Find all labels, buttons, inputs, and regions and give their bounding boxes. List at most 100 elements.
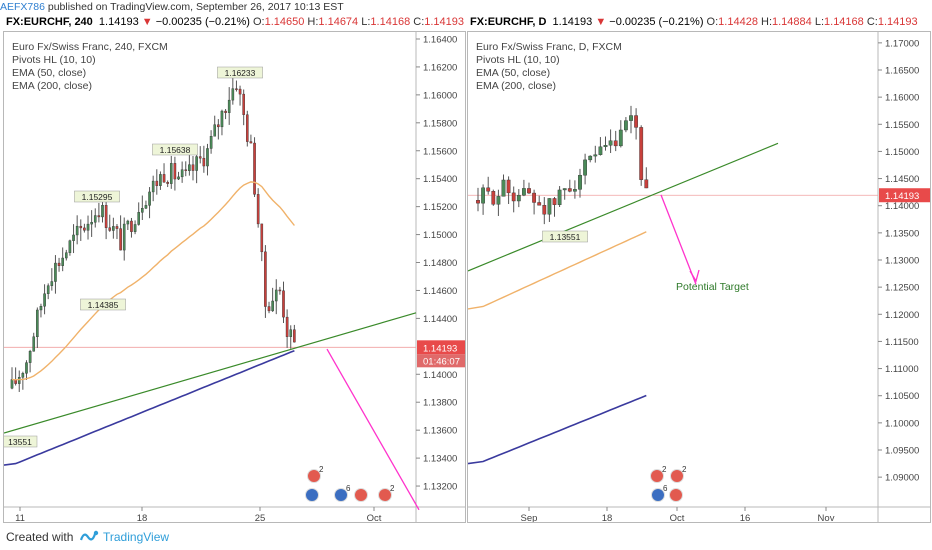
y-tick-label: 1.13600 [423, 426, 457, 437]
calendar-event-icon [378, 488, 392, 502]
close-label: C: [413, 16, 425, 28]
candle-down [282, 290, 285, 318]
right-high: 1.14884 [772, 16, 812, 28]
legend-ema200: EMA (200, close) [476, 80, 556, 92]
left-change: −0.00235 (−0.21%) [155, 16, 250, 28]
y-tick-label: 1.14500 [885, 174, 919, 185]
y-tick-label: 1.13400 [423, 454, 457, 465]
candle-down [613, 140, 618, 147]
candle-up [137, 212, 141, 225]
candle-up [46, 285, 50, 294]
countdown-label: 01:46:07 [423, 356, 460, 367]
tradingview-brand[interactable]: TradingView [103, 530, 170, 544]
candle-down [278, 289, 282, 292]
trend-line [4, 312, 417, 434]
y-tick-label: 1.16000 [885, 93, 919, 104]
left-close: 1.14193 [424, 16, 465, 28]
left-symbol[interactable]: FX:EURCHF, 240 [6, 16, 93, 28]
x-tick-label: 16 [740, 513, 751, 522]
candle-down [83, 227, 86, 231]
candle-up [17, 377, 21, 384]
event-count: 6 [663, 484, 668, 493]
candle-down [253, 142, 256, 195]
candle-down [184, 169, 188, 171]
candle-down [285, 316, 289, 337]
candle-down [166, 182, 169, 184]
x-tick-label: 18 [137, 513, 148, 522]
candle-up [122, 223, 126, 251]
candle-up [10, 379, 14, 389]
candle-down [104, 205, 108, 228]
open-label: O: [252, 16, 265, 28]
candle-up [220, 110, 224, 128]
target-arrowhead [689, 269, 700, 283]
candle-up [112, 226, 115, 231]
candle-down [256, 194, 260, 225]
x-tick-label: Nov [818, 513, 835, 522]
author-link[interactable]: AEFX786 [0, 1, 45, 13]
chart-panel-4h[interactable]: 1.16400 1.16200 1.16000 1.15800 1.15600 1.154… [3, 31, 466, 523]
candle-up [151, 180, 155, 193]
calendar-event-icon [650, 469, 664, 483]
candle-up [144, 205, 148, 209]
publish-info: published on TradingView.com, September … [47, 1, 344, 13]
right-symbol[interactable]: FX:EURCHF, D [470, 16, 547, 28]
candle-down [293, 329, 296, 343]
y-tick-label: 1.16500 [885, 66, 919, 77]
candle-down [115, 226, 119, 229]
last-price-label: 1.14193 [423, 343, 457, 354]
candle-down [267, 306, 271, 312]
legend-4h: Euro Fx/Swiss Franc, 240, FXCM Pivots HL… [12, 41, 168, 93]
pivot-label: 1.13551 [550, 232, 581, 242]
x-tick-label: 25 [255, 513, 266, 522]
legend-pivots: Pivots HL (10, 10) [12, 54, 96, 66]
chart-panel-daily[interactable]: 1.17000 1.16500 1.16000 1.15500 1.15000 1.145… [467, 31, 931, 523]
last-price-badge [879, 188, 930, 203]
y-tick-label: 1.12000 [885, 310, 919, 321]
candle-down [264, 251, 267, 307]
potential-target-label: Potential Target [676, 281, 749, 293]
y-tick-label: 1.11500 [885, 337, 919, 348]
candle-up [289, 329, 293, 337]
candle-up [603, 145, 608, 148]
last-price-badge [417, 340, 465, 355]
left-symbol-header: FX:EURCHF, 240 1.14193 ▼ −0.00235 (−0.21… [6, 14, 464, 30]
candle-up [578, 174, 582, 190]
y-tick-label: 1.15500 [885, 120, 919, 131]
candle-up [557, 189, 562, 205]
candle-up [206, 148, 209, 167]
candle-up [547, 198, 552, 215]
candle-up [274, 289, 278, 302]
event-count: 2 [682, 465, 687, 474]
candle-down [155, 180, 159, 186]
candle-up [126, 220, 130, 225]
countdown-badge [417, 354, 465, 368]
ema200-line [468, 394, 647, 465]
candle-up [32, 336, 36, 352]
event-count: 2 [390, 484, 395, 493]
chart-daily-svg[interactable]: 1.17000 1.16500 1.16000 1.15500 1.15000 1.145… [468, 32, 930, 522]
pivot-label: 1.16233 [225, 68, 256, 78]
candle-up [618, 129, 623, 147]
y-tick-label: 1.09500 [885, 446, 919, 457]
candle-down [173, 163, 177, 180]
y-tick-label: 1.15000 [885, 147, 919, 158]
legend-ema50: EMA (50, close) [476, 67, 551, 79]
event-count: 2 [662, 465, 667, 474]
close-label: C: [866, 16, 878, 28]
chart-4h-svg[interactable]: 1.16400 1.16200 1.16000 1.15800 1.15600 1.154… [4, 32, 465, 522]
candle-up [593, 154, 598, 157]
y-tick-label: 1.16400 [423, 34, 457, 45]
candle-up [65, 252, 68, 259]
calendar-event-icon [307, 469, 321, 483]
candle-up [598, 146, 603, 155]
y-tick-label: 1.15200 [423, 202, 457, 213]
y-tick-label: 1.11000 [885, 364, 919, 375]
x-tick-label: Oct [670, 513, 685, 522]
candle-up [623, 120, 628, 131]
right-low: 1.14168 [824, 16, 864, 28]
candle-up [148, 191, 151, 206]
candle-down [511, 192, 516, 202]
y-tick-label: 1.10500 [885, 391, 919, 402]
candle-down [162, 174, 166, 183]
